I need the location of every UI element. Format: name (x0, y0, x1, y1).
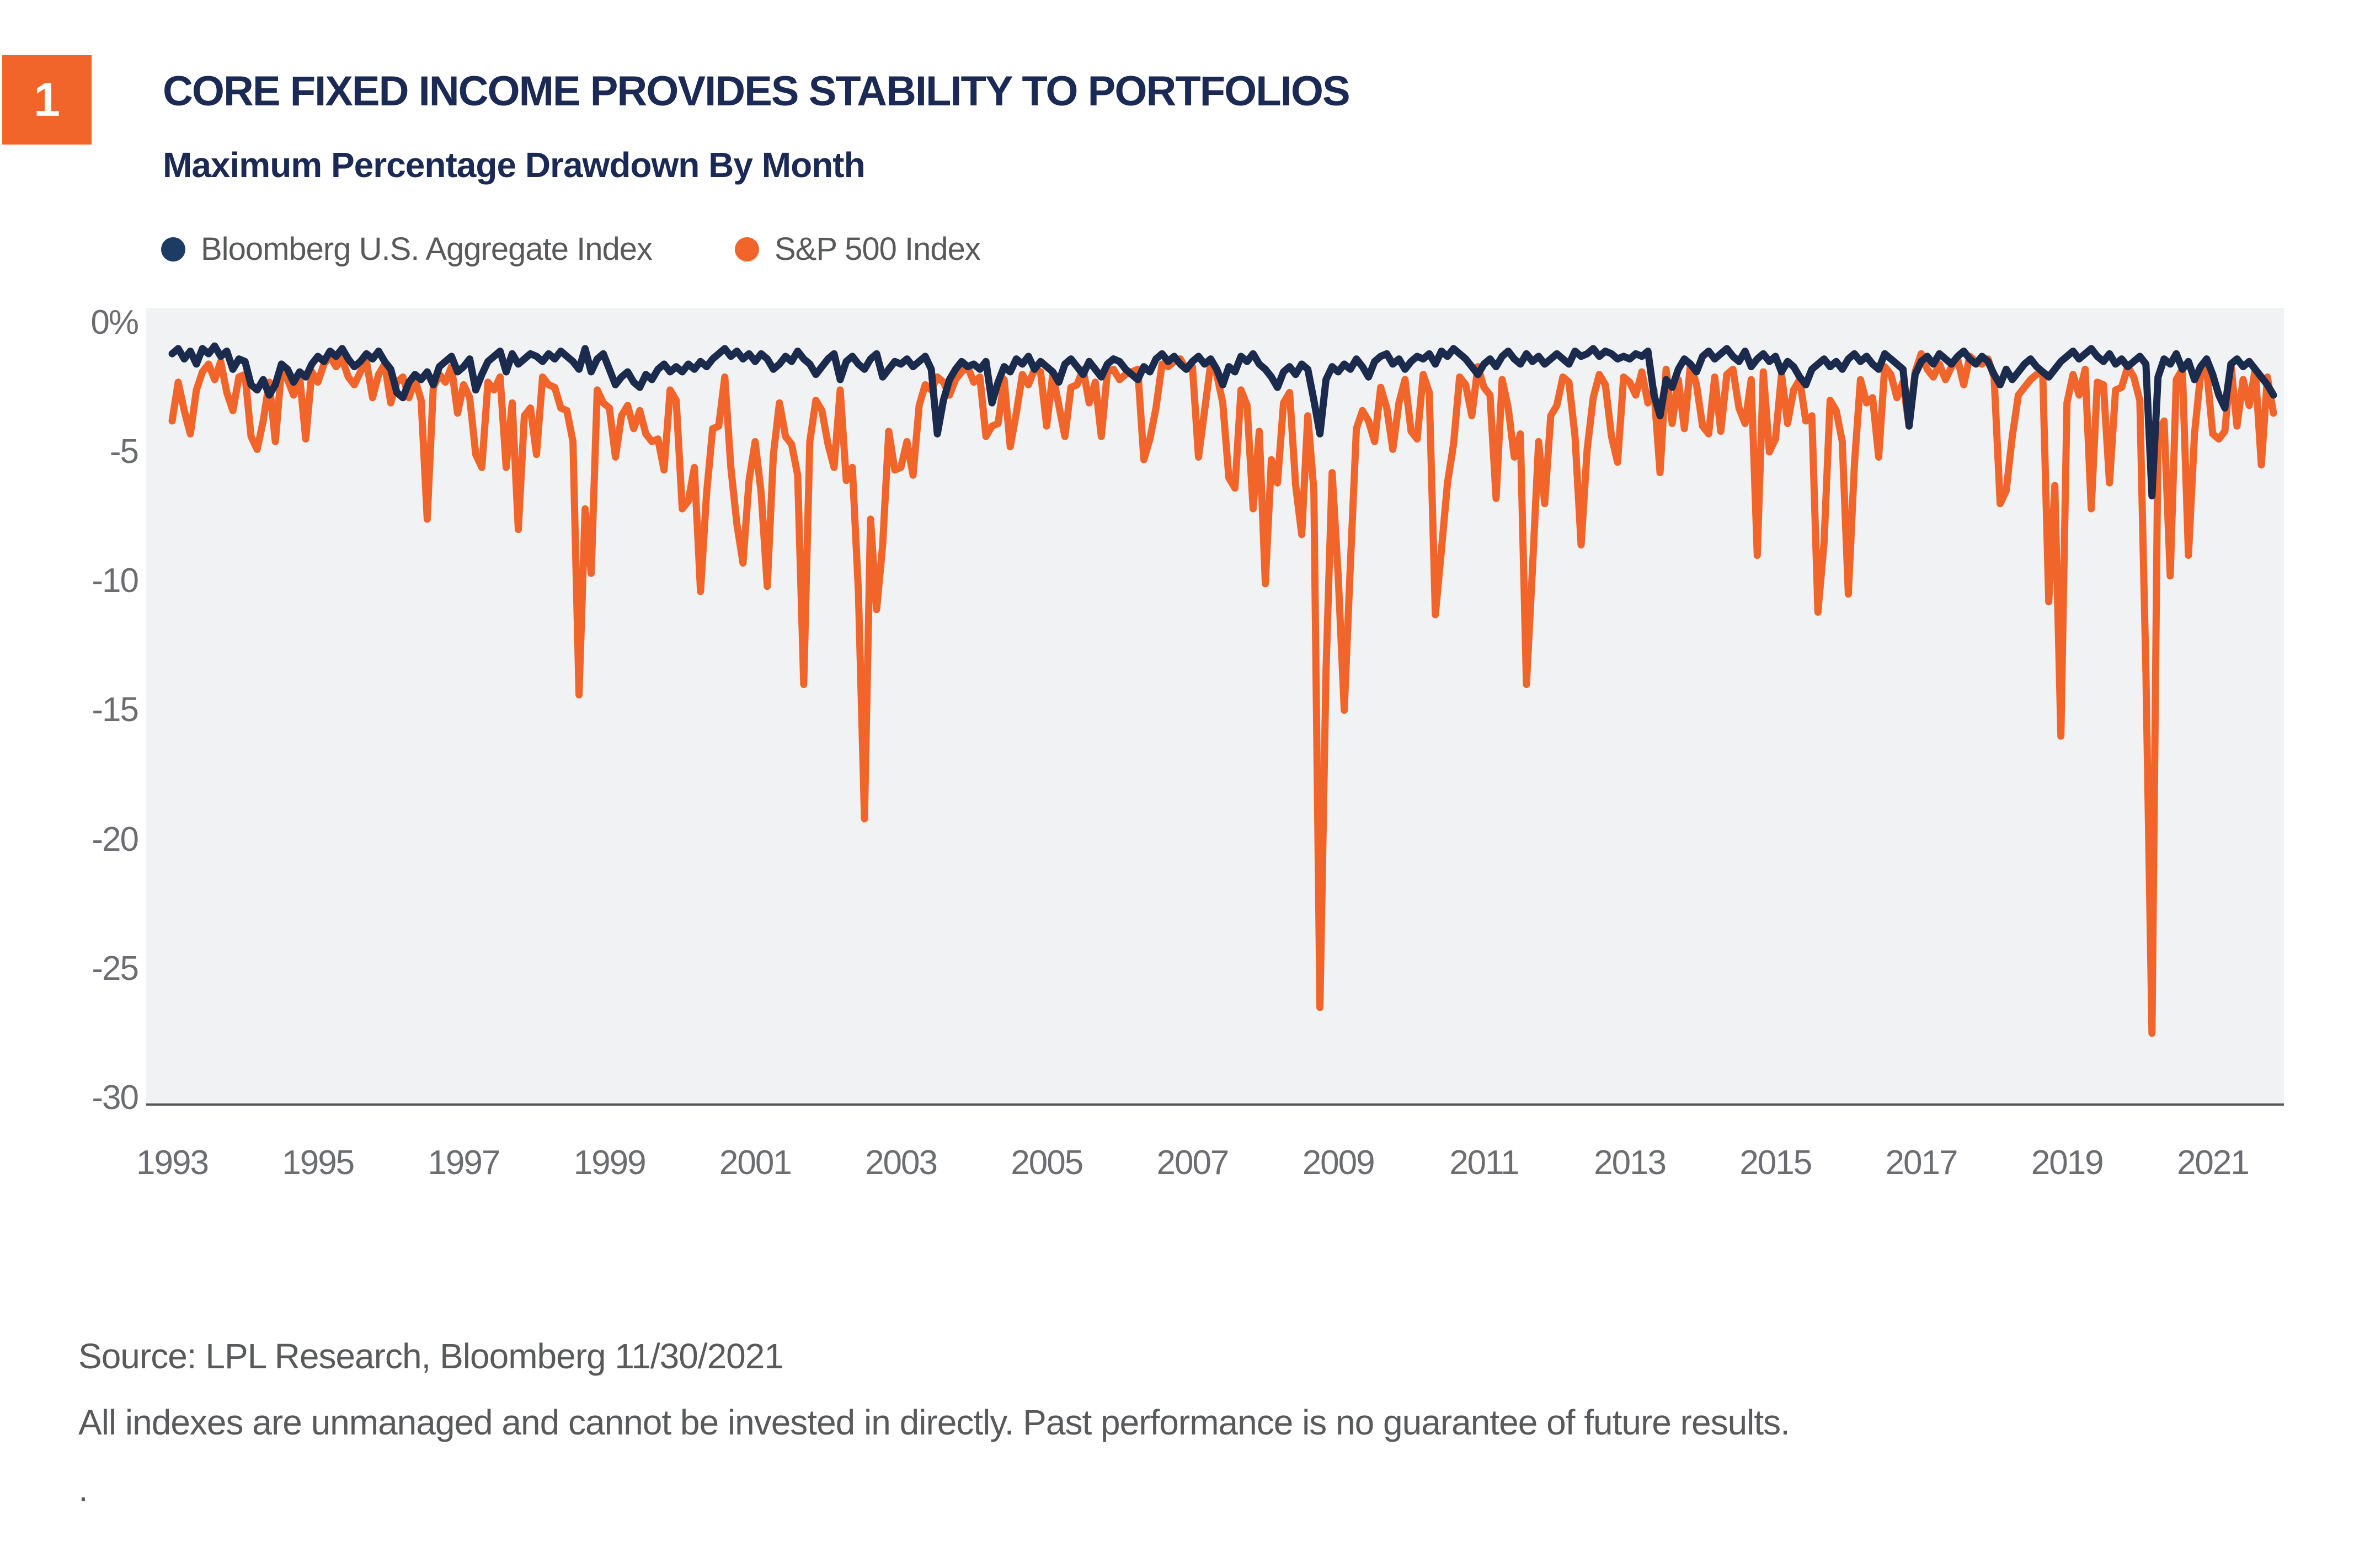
x-tick-label: 2005 (1011, 1144, 1083, 1182)
x-tick-label: 1995 (282, 1144, 355, 1182)
sp500-line (168, 350, 2277, 1037)
disclaimer-note: All indexes are unmanaged and cannot be … (78, 1402, 1790, 1443)
x-tick-label: 2021 (2176, 1144, 2250, 1182)
y-tick-label: -5 (109, 433, 139, 471)
legend-item-sp500: S&P 500 Index (734, 231, 981, 268)
trailing-period: . (78, 1469, 88, 1509)
chart-title: CORE FIXED INCOME PROVIDES STABILITY TO … (163, 68, 1351, 115)
x-tick-label: 2003 (865, 1144, 938, 1182)
y-tick-label: -10 (92, 562, 139, 600)
x-tick-label: 2015 (1739, 1144, 1812, 1182)
y-tick-label: -25 (92, 949, 139, 988)
figure-number-badge: 1 (2, 55, 92, 145)
legend-label-sp500: S&P 500 Index (774, 231, 981, 267)
figure-number: 1 (34, 73, 60, 126)
x-tick-label: 2017 (1885, 1144, 1958, 1182)
y-tick-label: -15 (92, 691, 139, 729)
y-tick-label: -30 (92, 1078, 139, 1117)
x-tick-label: 2001 (719, 1144, 792, 1182)
y-tick-label: -20 (92, 820, 139, 858)
x-tick-label: 2019 (2031, 1144, 2104, 1182)
x-tick-label: 1997 (428, 1144, 500, 1182)
chart-subtitle: Maximum Percentage Drawdown By Month (163, 145, 866, 185)
aggregate-legend-dot-icon (161, 237, 185, 262)
chart-legend: Bloomberg U.S. Aggregate Index S&P 500 I… (161, 231, 981, 268)
x-tick-label: 2007 (1156, 1144, 1229, 1182)
aggregate-line (168, 342, 2277, 500)
legend-item-aggregate: Bloomberg U.S. Aggregate Index (161, 231, 653, 268)
x-tick-label: 2009 (1302, 1144, 1375, 1182)
x-tick-label: 2011 (1449, 1144, 1519, 1182)
chart-footer: Source: LPL Research, Bloomberg 11/30/20… (78, 1323, 1790, 1522)
y-tick-label: 0% (90, 303, 139, 342)
legend-label-aggregate: Bloomberg U.S. Aggregate Index (201, 231, 653, 267)
source-note: Source: LPL Research, Bloomberg 11/30/20… (78, 1336, 784, 1376)
x-tick-label: 2013 (1594, 1144, 1667, 1182)
chart-plot-area (146, 308, 2284, 1106)
x-tick-label: 1993 (136, 1144, 209, 1182)
x-tick-label: 1999 (573, 1144, 647, 1182)
chart-svg (168, 342, 2277, 1037)
sp500-legend-dot-icon (734, 237, 759, 262)
